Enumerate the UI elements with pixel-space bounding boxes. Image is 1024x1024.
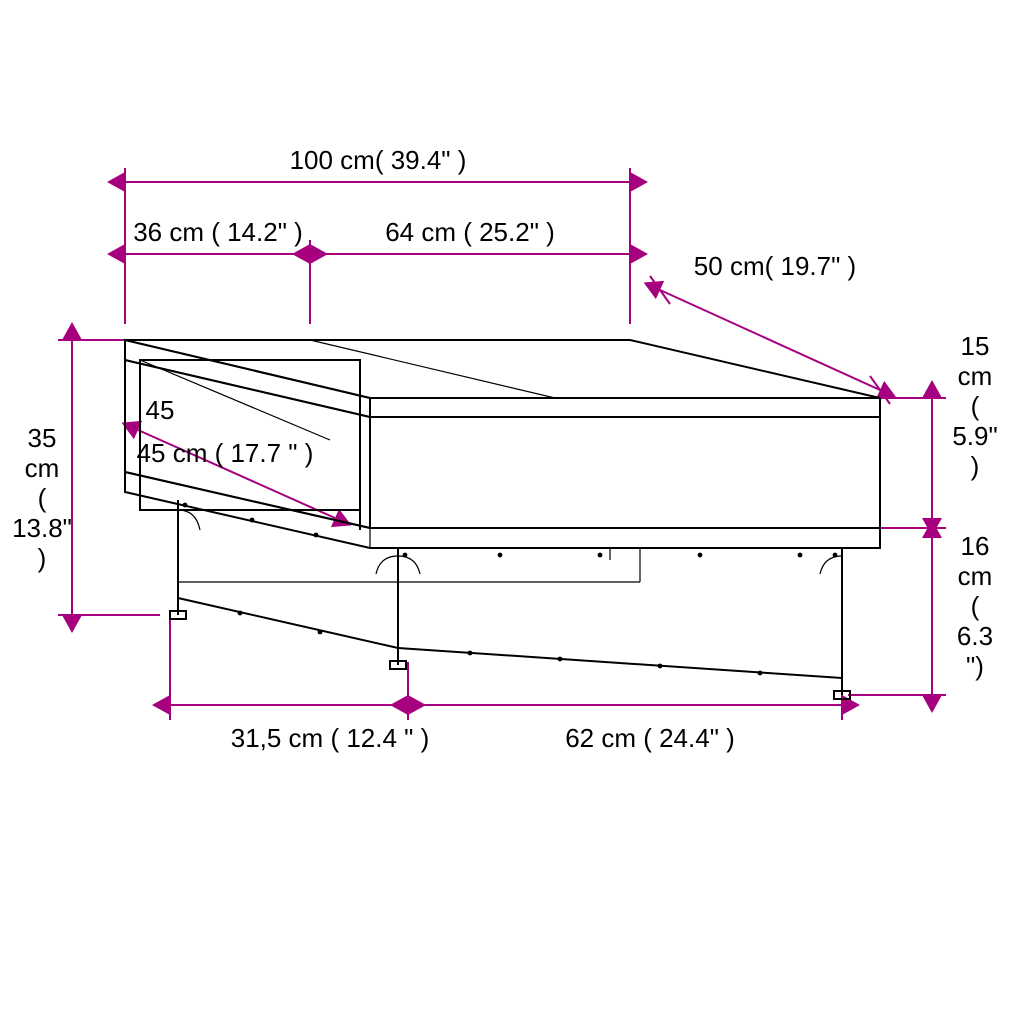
label-depth: 50 cm( 19.7" ) (694, 251, 856, 281)
label-leg-h-4: 6.3 (957, 621, 993, 651)
dimension-diagram: 100 cm( 39.4" ) 36 cm ( 14.2" ) 64 cm ( … (0, 0, 1024, 1024)
label-shelf-depth: 45 cm ( 17.7 " ) (137, 438, 314, 468)
label-leg-h-2: cm (958, 561, 993, 591)
label-overall-height-in: ( (38, 483, 47, 513)
label-bottom-left-span: 31,5 cm ( 12.4 " ) (231, 723, 430, 753)
label-leg-h-3: ( (971, 591, 980, 621)
label-overall-height-in2: 13.8" (12, 513, 72, 543)
label-leg-h-5: ") (966, 651, 984, 681)
dimension-labels: 100 cm( 39.4" ) 36 cm ( 14.2" ) 64 cm ( … (12, 145, 998, 753)
label-top-right-section: 64 cm ( 25.2" ) (385, 217, 555, 247)
label-upper-h-1: 15 (961, 331, 990, 361)
label-upper-h-3: ( (971, 391, 980, 421)
label-upper-h-2: cm (958, 361, 993, 391)
label-upper-h-5: ) (971, 451, 980, 481)
label-overall-height-in3: ) (38, 543, 47, 573)
label-shelf-depth-cm: 45 (146, 395, 175, 425)
label-top-left-section: 36 cm ( 14.2" ) (133, 217, 303, 247)
label-upper-h-4: 5.9" (952, 421, 997, 451)
label-leg-h-1: 16 (961, 531, 990, 561)
label-overall-height-cm: 35 (28, 423, 57, 453)
table-outline (125, 340, 880, 699)
label-top-overall-width: 100 cm( 39.4" ) (290, 145, 467, 175)
label-overall-height-cm2: cm (25, 453, 60, 483)
label-bottom-right-span: 62 cm ( 24.4" ) (565, 723, 735, 753)
